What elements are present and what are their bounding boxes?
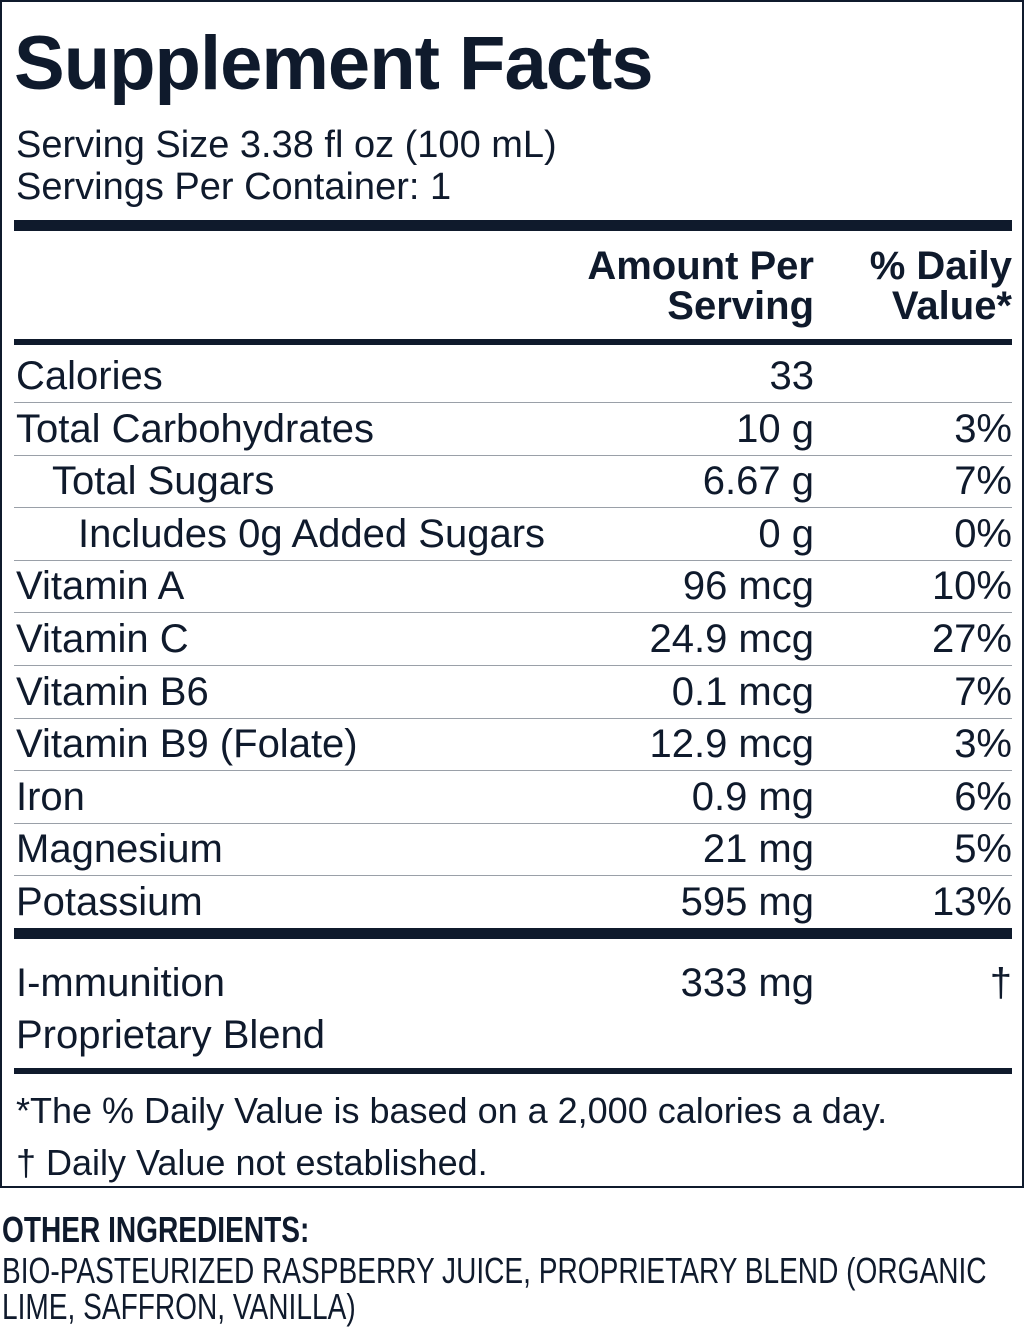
divider [14,1068,1012,1074]
nutrient-name: Vitamin C [16,617,189,661]
title: Supplement Facts [14,21,654,106]
nutrient-row: Vitamin A 96 mcg 10% [14,560,1012,614]
daily-value-header: % Daily Value* [869,244,1012,328]
nutrient-row: Iron 0.9 mg 6% [14,771,1012,824]
nutrient-name: Includes 0g Added Sugars [78,511,546,556]
nutrient-daily-value: 7% [954,459,1012,504]
nutrient-amount: 33 [769,354,815,398]
nutrient-amount: 12.9 mcg [649,722,814,767]
nutrient-daily-value: 3% [954,722,1012,767]
nutrient-row: Includes 0g Added Sugars 0 g 0% [14,508,1012,561]
nutrient-daily-value: 6% [954,774,1012,819]
nutrient-daily-value: 3% [954,406,1012,451]
nutrient-daily-value: 7% [954,669,1012,714]
serving-size: Serving Size 3.38 fl oz (100 mL) [16,124,557,166]
nutrient-amount: 6.67 g [702,459,814,504]
nutrient-daily-value: 27% [931,617,1012,661]
nutrient-name: Potassium [16,880,203,924]
nutrient-row: Total Carbohydrates 10 g 3% [14,403,1012,456]
nutrient-name: Iron [16,774,85,819]
servings-per-container: Servings Per Container: 1 [16,166,452,208]
amount-header: Amount Per Serving [587,244,814,328]
nutrient-daily-value: 0% [954,511,1012,556]
nutrient-name: Magnesium [16,827,223,872]
nutrient-row: Vitamin B6 0.1 mcg 7% [14,666,1012,719]
nutrient-name: Vitamin A [16,564,185,609]
nutrient-row: Potassium 595 mg 13% [14,876,1012,928]
nutrient-row: Vitamin C 24.9 mcg 27% [14,613,1012,666]
blend-amount: 333 mg [680,961,814,1005]
nutrient-name: Total Sugars [52,459,275,504]
nutrient-daily-value: 10% [931,564,1012,609]
nutrient-name: Total Carbohydrates [16,406,374,451]
nutrient-row: Calories 33 [14,350,1012,403]
nutrient-name: Calories [16,354,163,398]
nutrient-amount: 24.9 mcg [649,617,814,661]
divider [14,220,1012,231]
nutrient-daily-value: 5% [954,827,1012,872]
nutrient-daily-value: 13% [931,880,1012,924]
nutrient-amount: 96 mcg [682,564,814,609]
nutrient-amount: 0.9 mg [691,774,814,819]
footnote: *The % Daily Value is based on a 2,000 c… [16,1090,888,1131]
nutrient-amount: 0 g [758,511,814,556]
nutrient-amount: 595 mg [680,880,814,924]
blend-daily-value: † [989,961,1012,1005]
nutrient-row: Vitamin B9 (Folate) 12.9 mcg 3% [14,718,1012,772]
nutrient-row: Total Sugars 6.67 g 7% [14,455,1012,509]
other-ingredients-text: BIO-PASTEURIZED RASPBERRY JUICE, PROPRIE… [2,1250,987,1327]
nutrient-row: Magnesium 21 mg 5% [14,823,1012,877]
nutrient-amount: 21 mg [702,827,814,872]
nutrient-amount: 0.1 mcg [671,669,814,714]
divider [14,928,1012,939]
divider [14,339,1012,345]
nutrient-amount: 10 g [736,406,814,451]
facts-panel: Supplement Facts Serving Size 3.38 fl oz… [0,0,1024,1188]
nutrient-name: Vitamin B6 [16,669,209,714]
blend-name: I-mmunition Proprietary Blend [16,961,326,1057]
footnote: † Daily Value not established. [16,1142,488,1183]
nutrient-name: Vitamin B9 (Folate) [16,722,358,767]
other-ingredients-heading: OTHER INGREDIENTS: [2,1209,310,1250]
